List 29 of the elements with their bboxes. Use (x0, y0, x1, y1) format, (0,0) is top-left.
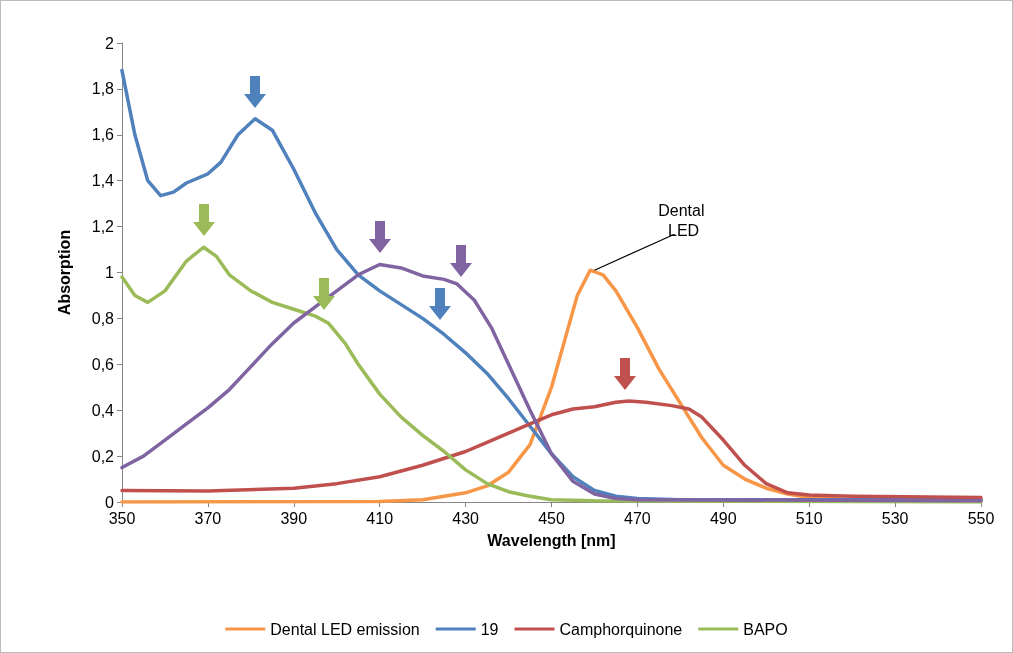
x-tick-label: 350 (108, 509, 136, 527)
legend-label: BAPO (743, 620, 788, 638)
y-tick-label: 1 (105, 264, 115, 281)
x-tick-label: 430 (452, 509, 480, 527)
x-tick-label: 450 (538, 509, 565, 527)
legend-label: 19 (480, 620, 499, 638)
y-tick-label: 1,4 (91, 172, 115, 190)
y-tick-label: 2 (105, 34, 115, 52)
legend-label: Camphorquinone (559, 620, 683, 638)
annotation: Dental LED (658, 201, 709, 239)
x-tick-label: 370 (194, 509, 222, 527)
y-tick-label: 1,6 (91, 126, 115, 144)
x-tick-label: 550 (967, 509, 995, 527)
x-tick-label: 470 (624, 509, 651, 527)
y-tick-label: 0 (105, 493, 115, 511)
y-axis-title: Absorption (55, 229, 73, 316)
y-tick-label: 0,6 (91, 355, 115, 373)
x-axis-title: Wavelength [nm] (487, 531, 616, 549)
x-tick-label: 410 (366, 509, 394, 527)
y-tick-label: 0,2 (91, 447, 115, 465)
x-tick-label: 490 (709, 509, 737, 527)
x-tick-label: 530 (881, 509, 909, 527)
x-tick-label: 390 (280, 509, 308, 527)
legend-label: Dental LED emission (270, 620, 420, 638)
y-tick-label: 0,8 (91, 309, 115, 327)
y-tick-label: 0,4 (91, 401, 115, 419)
y-tick-label: 1,2 (91, 218, 115, 236)
y-tick-label: 1,8 (91, 80, 115, 98)
x-tick-label: 510 (795, 509, 823, 527)
